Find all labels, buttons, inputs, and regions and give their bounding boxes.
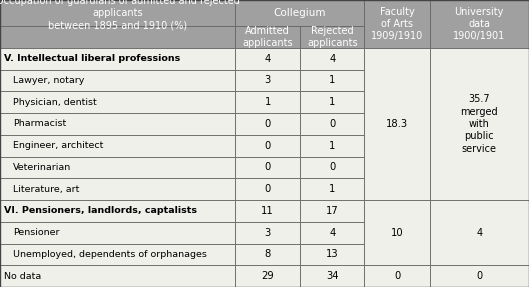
Text: Faculty
of Arts
1909/1910: Faculty of Arts 1909/1910 (371, 7, 423, 41)
Text: Veterinarian: Veterinarian (13, 163, 71, 172)
Text: 34: 34 (326, 271, 339, 281)
Bar (235, 26, 300, 48)
Bar (430, 265, 529, 287)
Text: Lawyer, notary: Lawyer, notary (13, 76, 85, 85)
Bar (0, 243, 235, 265)
Text: 8: 8 (264, 249, 271, 259)
Bar (300, 113, 364, 135)
Text: V. Intellectual liberal professions: V. Intellectual liberal professions (4, 54, 180, 63)
Text: Occupation of guardians of admitted and rejected
applicants
between 1895 and 191: Occupation of guardians of admitted and … (0, 0, 240, 30)
Bar (235, 222, 300, 243)
Bar (364, 48, 430, 200)
Bar (235, 178, 300, 200)
Bar (0, 200, 235, 222)
Text: No data: No data (4, 272, 41, 281)
Text: 1: 1 (264, 97, 271, 107)
Text: 11: 11 (261, 206, 274, 216)
Text: 0: 0 (264, 184, 271, 194)
Text: 13: 13 (326, 249, 339, 259)
Bar (300, 178, 364, 200)
Bar (0, 0, 235, 26)
Text: Admitted
applicants: Admitted applicants (242, 26, 293, 48)
Bar (235, 113, 300, 135)
Bar (300, 26, 364, 48)
Bar (0, 91, 235, 113)
Bar (0, 222, 235, 243)
Text: 29: 29 (261, 271, 274, 281)
Text: Pensioner: Pensioner (13, 228, 60, 237)
Text: 1: 1 (329, 184, 335, 194)
Bar (300, 91, 364, 113)
Bar (235, 200, 300, 222)
Bar (0, 69, 235, 91)
Bar (235, 91, 300, 113)
Text: 0: 0 (264, 141, 271, 151)
Bar (300, 69, 364, 91)
Text: VI. Pensioners, landlords, captalists: VI. Pensioners, landlords, captalists (4, 206, 197, 216)
Text: Rejected
applicants: Rejected applicants (307, 26, 358, 48)
Text: University
data
1900/1901: University data 1900/1901 (453, 7, 505, 41)
Bar (0, 26, 235, 48)
Text: 3: 3 (264, 75, 271, 86)
Bar (235, 0, 364, 26)
Bar (0, 113, 235, 135)
Text: 0: 0 (394, 271, 400, 281)
Bar (0, 135, 235, 156)
Text: 1: 1 (329, 141, 335, 151)
Bar (430, 48, 529, 200)
Bar (300, 265, 364, 287)
Text: 3: 3 (264, 228, 271, 238)
Bar (300, 200, 364, 222)
Bar (235, 156, 300, 178)
Text: 4: 4 (476, 228, 482, 238)
Text: 0: 0 (476, 271, 482, 281)
Bar (300, 222, 364, 243)
Text: 4: 4 (329, 228, 335, 238)
Text: 0: 0 (264, 119, 271, 129)
Bar (0, 265, 235, 287)
Bar (430, 0, 529, 48)
Bar (364, 200, 430, 265)
Text: 17: 17 (326, 206, 339, 216)
Text: Engineer, architect: Engineer, architect (13, 141, 104, 150)
Bar (364, 0, 430, 48)
Bar (300, 48, 364, 69)
Bar (0, 156, 235, 178)
Bar (235, 265, 300, 287)
Text: 4: 4 (329, 54, 335, 64)
Bar (235, 48, 300, 69)
Text: 1: 1 (329, 97, 335, 107)
Text: 1: 1 (329, 75, 335, 86)
Bar (300, 243, 364, 265)
Bar (0, 178, 235, 200)
Bar (235, 243, 300, 265)
Text: 18.3: 18.3 (386, 119, 408, 129)
Text: Pharmacist: Pharmacist (13, 119, 67, 128)
Text: 4: 4 (264, 54, 271, 64)
Bar (364, 265, 430, 287)
Bar (0, 48, 235, 69)
Bar (235, 69, 300, 91)
Text: 0: 0 (329, 162, 335, 172)
Text: 10: 10 (391, 228, 403, 238)
Text: 0: 0 (264, 162, 271, 172)
Bar (430, 200, 529, 265)
Text: Unemployed, dependents of orphanages: Unemployed, dependents of orphanages (13, 250, 207, 259)
Text: 0: 0 (329, 119, 335, 129)
Bar (300, 135, 364, 156)
Text: 35.7
merged
with
public
service: 35.7 merged with public service (460, 94, 498, 154)
Text: Literature, art: Literature, art (13, 185, 79, 194)
Bar (300, 156, 364, 178)
Text: Physician, dentist: Physician, dentist (13, 98, 97, 107)
Bar (235, 135, 300, 156)
Text: Collegium: Collegium (273, 8, 326, 18)
